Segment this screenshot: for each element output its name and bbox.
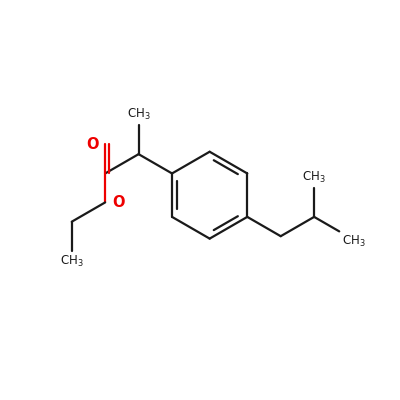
Text: CH$_3$: CH$_3$	[302, 170, 326, 185]
Text: O: O	[86, 137, 98, 152]
Text: O: O	[112, 195, 124, 210]
Text: CH$_3$: CH$_3$	[127, 107, 150, 122]
Text: CH$_3$: CH$_3$	[342, 234, 366, 249]
Text: CH$_3$: CH$_3$	[60, 254, 84, 269]
